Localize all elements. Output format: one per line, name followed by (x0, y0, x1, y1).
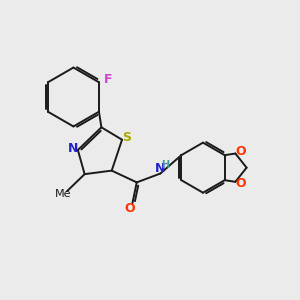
Text: N: N (155, 162, 165, 175)
Text: S: S (122, 131, 131, 144)
Text: O: O (236, 145, 246, 158)
Text: O: O (124, 202, 135, 215)
Text: Me: Me (55, 189, 72, 199)
Text: N: N (68, 142, 78, 155)
Text: H: H (161, 160, 170, 170)
Text: F: F (103, 73, 112, 86)
Text: O: O (236, 177, 246, 190)
